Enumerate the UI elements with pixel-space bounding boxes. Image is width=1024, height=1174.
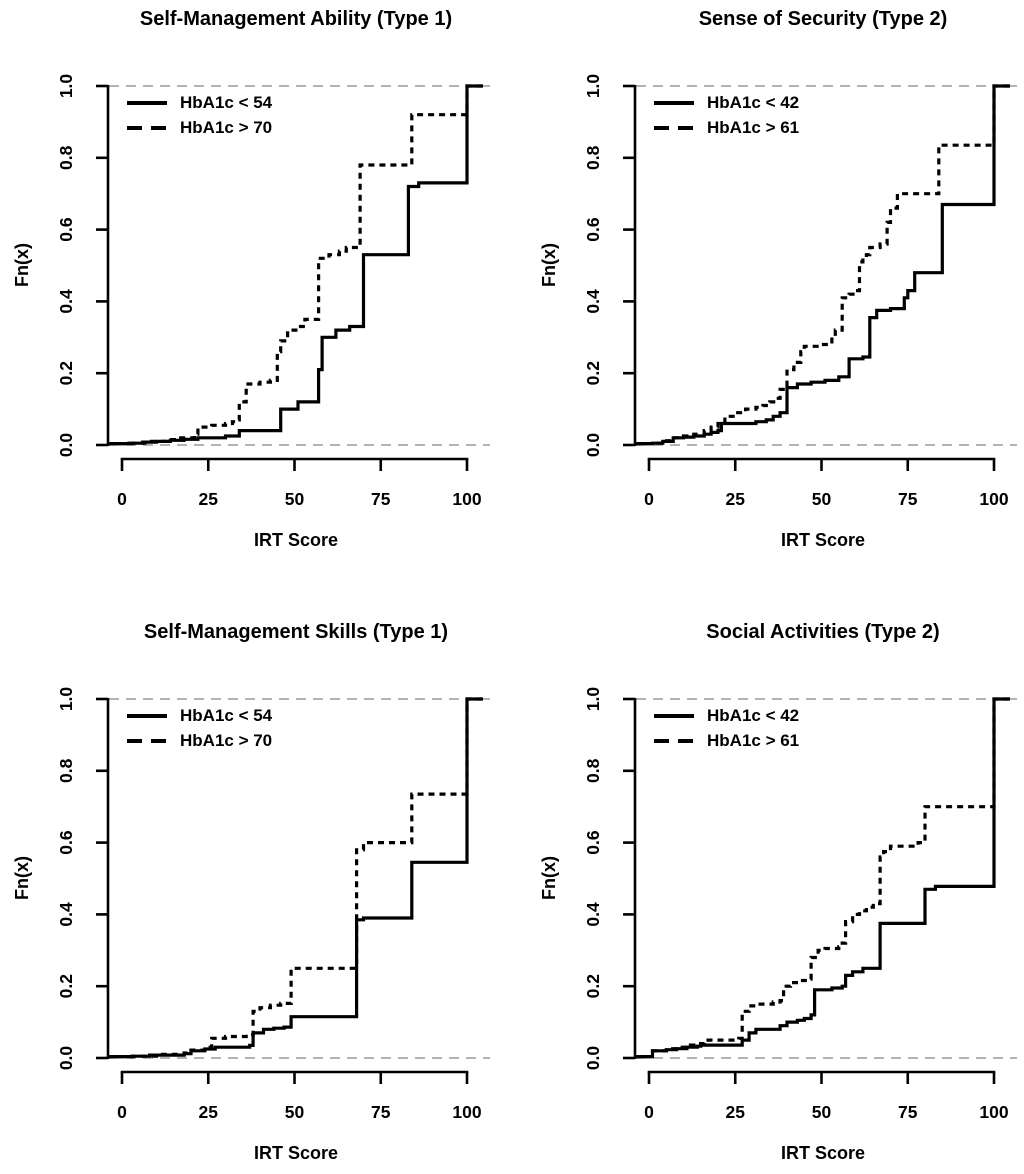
x-tick-label: 50 xyxy=(285,489,305,509)
y-tick-label: 1.0 xyxy=(583,74,603,99)
legend-label: HbA1c > 70 xyxy=(180,118,273,137)
panel-title: Self-Management Skills (Type 1) xyxy=(143,621,449,643)
y-tick-label: 0.8 xyxy=(56,758,76,783)
x-tick-label: 100 xyxy=(452,1102,481,1122)
x-tick-label: 100 xyxy=(979,489,1008,509)
legend-label: HbA1c > 70 xyxy=(180,731,273,750)
legend-dashed-line-icon xyxy=(654,739,694,743)
y-tick-label: 0.6 xyxy=(56,830,76,855)
ecdf-dashed-curve xyxy=(635,697,1010,1059)
plot-area: 0 25 50 75 100 0.0 0.2 0.4 0.6 0.8 1.0 xyxy=(583,74,1017,509)
x-axis-label: IRT Score xyxy=(780,530,866,550)
ecdf-solid-curve xyxy=(108,697,483,1059)
y-tick-label: 0.8 xyxy=(583,758,603,783)
y-tick-label: 0.2 xyxy=(583,361,603,386)
y-tick-label: 0.0 xyxy=(583,433,603,458)
x-tick-label: 25 xyxy=(726,1102,746,1122)
y-tick-label: 0.2 xyxy=(56,974,76,999)
x-tick-label: 50 xyxy=(812,1102,832,1122)
panel-social-activities: 0 25 50 75 100 0.0 0.2 0.4 0.6 0.8 1.0 Social Acti… xyxy=(527,613,1024,1174)
x-tick-label: 50 xyxy=(812,489,832,509)
x-tick-label: 25 xyxy=(199,1102,219,1122)
legend-dashed-line-icon xyxy=(654,126,694,130)
ecdf-dashed-curve xyxy=(635,84,1010,446)
y-tick-label: 1.0 xyxy=(583,687,603,712)
y-tick-label: 0.2 xyxy=(583,974,603,999)
x-axis-label: IRT Score xyxy=(253,1143,339,1163)
legend-label: HbA1c < 42 xyxy=(707,706,800,725)
y-axis-label: Fn(x) xyxy=(12,243,32,287)
x-tick-label: 25 xyxy=(199,489,219,509)
legend-solid-line-icon xyxy=(654,714,694,718)
plot-area: 0 25 50 75 100 0.0 0.2 0.4 0.6 0.8 1.0 xyxy=(56,74,490,509)
x-tick-label: 25 xyxy=(726,489,746,509)
x-tick-label: 0 xyxy=(644,489,654,509)
y-tick-label: 0.6 xyxy=(583,830,603,855)
panel-title: Social Activities (Type 2) xyxy=(706,621,940,643)
legend-solid-line-icon xyxy=(127,714,167,718)
legend-label: HbA1c < 54 xyxy=(180,93,273,112)
y-tick-label: 0.6 xyxy=(56,217,76,242)
x-tick-label: 0 xyxy=(117,1102,127,1122)
legend-label: HbA1c > 61 xyxy=(707,731,800,750)
y-tick-label: 0.0 xyxy=(56,1046,76,1071)
panel-self-management-ability: 0 25 50 75 100 0.0 0.2 0.4 0.6 0.8 1.0 Self-Manage… xyxy=(0,0,512,590)
x-axis-label: IRT Score xyxy=(780,1143,866,1163)
ecdf-solid-curve xyxy=(635,697,1010,1059)
legend-dashed-line-icon xyxy=(127,739,167,743)
y-tick-label: 0.2 xyxy=(56,361,76,386)
x-axis-label: IRT Score xyxy=(253,530,339,550)
legend-solid-line-icon xyxy=(127,101,167,105)
plot-area: 0 25 50 75 100 0.0 0.2 0.4 0.6 0.8 1.0 xyxy=(56,687,490,1122)
ecdf-solid-curve xyxy=(635,84,1010,446)
x-tick-label: 100 xyxy=(452,489,481,509)
x-tick-label: 50 xyxy=(285,1102,305,1122)
y-tick-label: 0.4 xyxy=(583,289,603,314)
y-tick-label: 0.0 xyxy=(56,433,76,458)
y-tick-label: 0.8 xyxy=(56,145,76,170)
x-tick-label: 0 xyxy=(117,489,127,509)
panel-self-management-skills: 0 25 50 75 100 0.0 0.2 0.4 0.6 0.8 1.0 Self-Manage… xyxy=(0,613,512,1174)
legend-solid-line-icon xyxy=(654,101,694,105)
y-tick-label: 0.6 xyxy=(583,217,603,242)
x-tick-label: 75 xyxy=(898,1102,918,1122)
x-tick-label: 75 xyxy=(371,1102,391,1122)
plot-area: 0 25 50 75 100 0.0 0.2 0.4 0.6 0.8 1.0 xyxy=(583,687,1017,1122)
legend-dashed-line-icon xyxy=(127,126,167,130)
x-tick-label: 0 xyxy=(644,1102,654,1122)
legend-label: HbA1c > 61 xyxy=(707,118,800,137)
y-axis-label: Fn(x) xyxy=(539,243,559,287)
y-tick-label: 1.0 xyxy=(56,687,76,712)
panel-title: Sense of Security (Type 2) xyxy=(698,8,948,30)
x-tick-label: 75 xyxy=(371,489,391,509)
y-tick-label: 0.4 xyxy=(583,902,603,927)
panel-sense-of-security: 0 25 50 75 100 0.0 0.2 0.4 0.6 0.8 1.0 Sense of Se… xyxy=(527,0,1024,590)
x-tick-label: 75 xyxy=(898,489,918,509)
panel-title: Self-Management Ability (Type 1) xyxy=(139,8,453,30)
y-tick-label: 0.4 xyxy=(56,902,76,927)
ecdf-dashed-curve xyxy=(108,84,483,446)
legend-label: HbA1c < 42 xyxy=(707,93,800,112)
y-tick-label: 0.4 xyxy=(56,289,76,314)
y-axis-label: Fn(x) xyxy=(539,856,559,900)
y-axis-label: Fn(x) xyxy=(12,856,32,900)
x-tick-label: 100 xyxy=(979,1102,1008,1122)
y-tick-label: 0.0 xyxy=(583,1046,603,1071)
ecdf-dashed-curve xyxy=(108,697,483,1059)
y-tick-label: 1.0 xyxy=(56,74,76,99)
y-tick-label: 0.8 xyxy=(583,145,603,170)
ecdf-solid-curve xyxy=(108,84,483,446)
legend-label: HbA1c < 54 xyxy=(180,706,273,725)
